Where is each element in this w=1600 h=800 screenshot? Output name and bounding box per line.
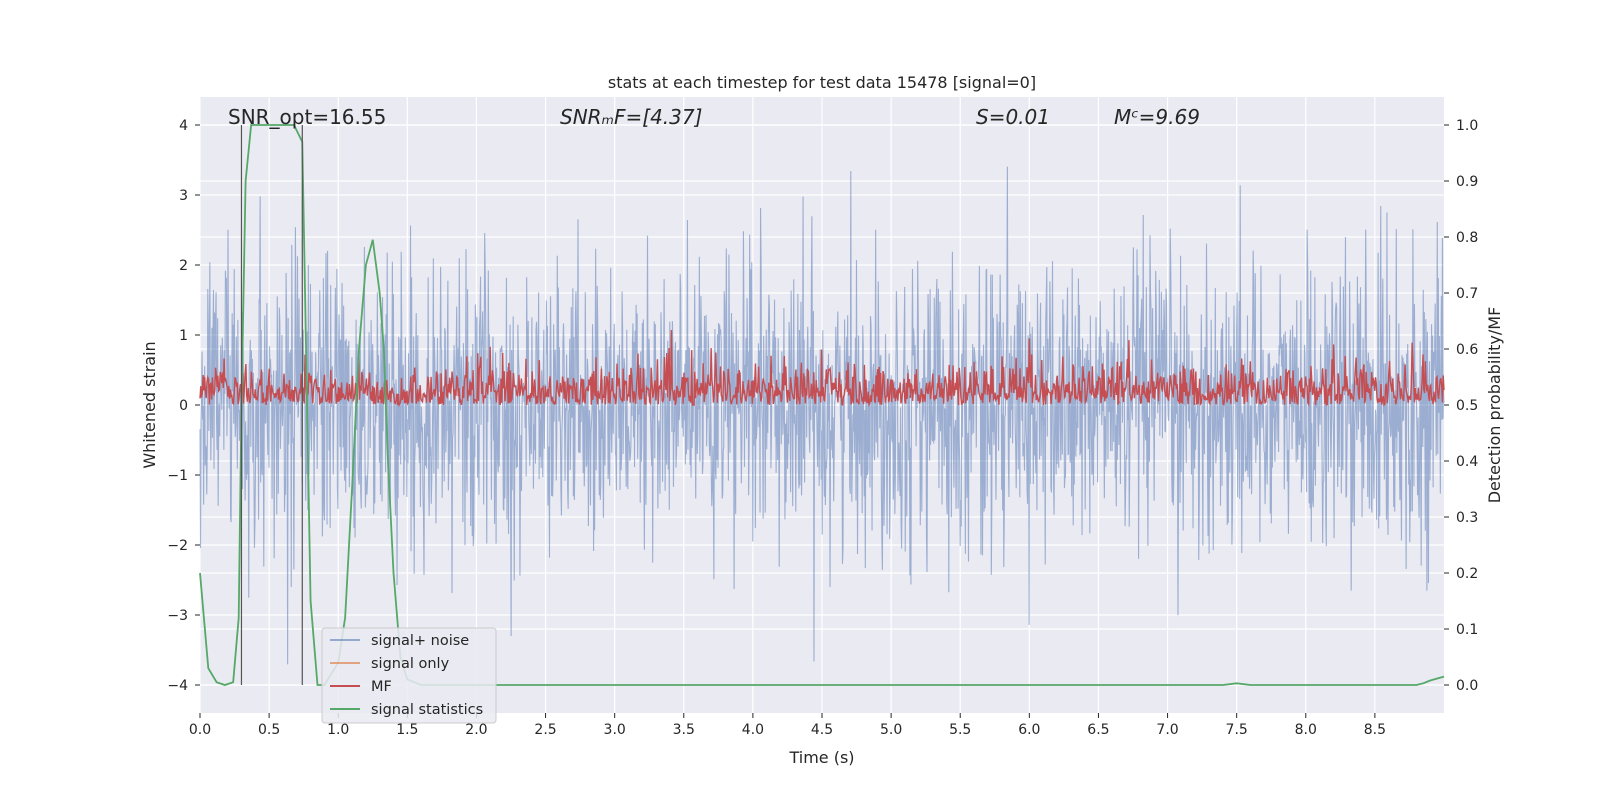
y-right-tick-label: 0.4: [1456, 454, 1478, 470]
y-right-tick-label: 0.6: [1456, 342, 1478, 358]
x-tick-label: 1.5: [396, 722, 418, 738]
y-left-tick-label: 4: [179, 118, 188, 134]
y-right-axis-label: Detection probability/MF: [1485, 307, 1504, 504]
y-left-tick-labels: 4 3 2 1 0 −1 −2 −3 −4: [167, 118, 188, 694]
legend-box: [321, 627, 497, 724]
signal-noise-series: [199, 166, 1445, 665]
x-tick-label: 8.0: [1295, 722, 1317, 738]
x-tick-label: 6.5: [1087, 722, 1109, 738]
x-tick-label: 0.0: [189, 722, 211, 738]
legend-label-signal-only: signal only: [371, 656, 450, 672]
legend-label-signal-noise: signal+ noise: [371, 633, 469, 649]
vertical-markers: [240, 125, 303, 685]
x-tick-label: 7.5: [1226, 722, 1248, 738]
y-right-tick-label: 0.7: [1456, 286, 1478, 302]
snr-mf-annotation: SNRₘF=[4.37]: [560, 105, 702, 129]
y-left-tick-label: 1: [179, 328, 188, 344]
y-left-tick-label: 3: [179, 188, 188, 204]
x-tick-label: 8.5: [1364, 722, 1386, 738]
y-right-tick-label: 0.5: [1456, 398, 1478, 414]
x-tick-label: 2.5: [534, 722, 556, 738]
y-left-tick-label: −2: [167, 538, 188, 554]
y-left-tick-label: 0: [179, 398, 188, 414]
x-tick-label: 3.5: [673, 722, 695, 738]
legend-label-signal-statistics: signal statistics: [371, 702, 483, 718]
mc-annotation: Mᶜ=9.69: [1114, 105, 1200, 129]
signal-noise-line: [199, 166, 1445, 665]
y-right-tick-label: 0.8: [1456, 230, 1478, 246]
x-tick-label: 2.0: [465, 722, 487, 738]
x-tick-label: 4.0: [742, 722, 764, 738]
x-tick-label: 5.5: [949, 722, 971, 738]
x-tick-label: 6.0: [1018, 722, 1040, 738]
y-right-tick-labels: 1.0 0.9 0.8 0.7 0.6 0.5 0.4 0.3 0.2 0.1 0.0: [1456, 118, 1478, 694]
y-right-tick-label: 0.1: [1456, 622, 1478, 638]
y-left-tick-label: −4: [167, 678, 188, 694]
s-annotation: S=0.01: [976, 105, 1050, 129]
x-tick-label: 4.5: [811, 722, 833, 738]
x-tick-label: 0.5: [258, 722, 280, 738]
snr-opt-annotation: SNR_opt=16.55: [228, 105, 386, 129]
mf-series: [199, 330, 1445, 408]
y-left-tick-label: −1: [167, 468, 188, 484]
y-left-axis-label: Whitened strain: [140, 341, 159, 468]
x-tick-label: 5.0: [880, 722, 902, 738]
mf-line: [199, 330, 1445, 408]
x-tick-label: 1.0: [327, 722, 349, 738]
y-left-tick-label: 2: [179, 258, 188, 274]
legend: signal+ noise signal only MF signal stat…: [321, 627, 497, 724]
x-tick-label: 7.0: [1156, 722, 1178, 738]
y-right-tick-label: 1.0: [1456, 118, 1478, 134]
y-right-tick-label: 0.3: [1456, 510, 1478, 526]
y-right-tick-label: 0.9: [1456, 174, 1478, 190]
x-tick-labels: 0.0 0.5 1.0 1.5 2.0 2.5 3.0 3.5 4.0 4.5 5.0 5.5 6.0 6…: [189, 722, 1386, 738]
y-right-tick-label: 0.2: [1456, 566, 1478, 582]
x-axis-label: Time (s): [788, 748, 854, 767]
chart-title: stats at each timestep for test data 154…: [608, 73, 1036, 92]
y-left-tick-label: −3: [167, 608, 188, 624]
legend-label-mf: MF: [371, 679, 392, 695]
x-tick-label: 3.0: [604, 722, 626, 738]
y-right-tick-label: 0.0: [1456, 678, 1478, 694]
